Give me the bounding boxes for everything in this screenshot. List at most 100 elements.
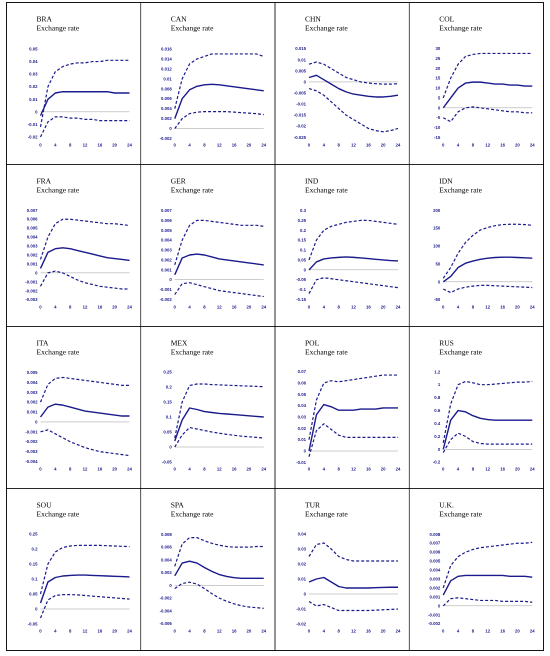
series-line-upper-band [308, 219, 399, 261]
y-tick-label: 0.05 [29, 47, 38, 52]
y-tick-label: -0.05 [296, 277, 306, 282]
y-tick-label: 15 [435, 76, 440, 81]
y-tick-label: 0.04 [29, 59, 38, 64]
x-tick-label: 20 [247, 143, 252, 148]
x-tick-label: 12 [351, 143, 356, 148]
x-tick-label: 8 [472, 305, 475, 310]
y-tick-label: -0.005 [294, 91, 307, 96]
y-tick-label: 0 [169, 277, 172, 282]
x-tick-label: 4 [457, 143, 460, 148]
series-line-upper-band [174, 219, 264, 266]
series-line-lower-band [39, 270, 130, 290]
y-tick-label: -0.002 [160, 136, 173, 141]
x-tick-label: 12 [217, 305, 222, 310]
y-tick-label: 0.008 [429, 532, 440, 537]
x-tick-label: 24 [396, 143, 401, 148]
y-tick-label: -0.002 [160, 297, 173, 302]
y-tick-label: 0.002 [161, 116, 172, 121]
x-tick-label: 24 [261, 143, 266, 148]
chart-subtitle: Exchange rate [171, 510, 214, 519]
chart-title: SPA [171, 501, 185, 510]
x-tick-label: 12 [485, 467, 490, 472]
x-tick-label: 24 [396, 629, 401, 634]
series-line-upper-band [39, 59, 130, 128]
x-tick-label: 8 [337, 629, 340, 634]
y-tick-label: -0.02 [28, 134, 38, 139]
y-tick-label: 0.015 [295, 46, 306, 51]
series-line-response [308, 74, 399, 98]
series-line-upper-band [442, 380, 533, 443]
chart-subtitle: Exchange rate [439, 510, 482, 519]
x-tick-label: 0 [308, 629, 311, 634]
y-tick-label: -0.003 [25, 297, 38, 302]
y-tick-label: 0 [304, 79, 307, 84]
x-tick-label: 16 [232, 143, 237, 148]
y-tick-label: 0 [304, 449, 307, 454]
x-tick-label: 16 [366, 467, 371, 472]
y-tick-label: -0.001 [25, 429, 38, 434]
x-tick-label: 0 [308, 143, 311, 148]
x-tick-label: 12 [217, 629, 222, 634]
y-tick-label: -0.025 [294, 135, 307, 140]
x-tick-label: 16 [500, 305, 505, 310]
x-tick-label: 20 [112, 629, 117, 634]
x-tick-label: 12 [351, 467, 356, 472]
x-tick-label: 12 [217, 467, 222, 472]
x-tick-label: 12 [83, 305, 88, 310]
y-tick-label: 0.15 [163, 400, 172, 405]
y-tick-label: 25 [435, 56, 440, 61]
panel-border [408, 488, 544, 651]
series-line-lower-band [308, 277, 399, 294]
x-tick-label: 20 [381, 143, 386, 148]
y-tick-label: 0 [304, 267, 307, 272]
series-line-response [308, 576, 398, 589]
series-line-lower-band [442, 597, 533, 607]
x-tick-label: 0 [39, 467, 42, 472]
y-tick-label: 0.25 [29, 532, 38, 537]
y-tick-label: 0.014 [161, 56, 172, 61]
chart-title: TUR [305, 501, 320, 510]
x-tick-label: 8 [472, 143, 475, 148]
x-tick-label: 8 [337, 143, 340, 148]
y-tick-label: 0.01 [298, 437, 307, 442]
chart-title: BRA [37, 15, 53, 24]
y-tick-label: 0.02 [298, 426, 307, 431]
x-tick-label: 4 [188, 143, 191, 148]
x-tick-label: 8 [203, 629, 206, 634]
x-tick-label: 24 [127, 305, 132, 310]
y-tick-label: 0 [304, 592, 307, 597]
x-tick-label: 4 [188, 467, 191, 472]
x-tick-label: 8 [472, 629, 475, 634]
chart-title: POL [305, 339, 320, 348]
y-tick-label: -0.01 [296, 460, 306, 465]
x-tick-label: 24 [261, 467, 266, 472]
y-tick-label: -0.006 [160, 621, 173, 626]
x-tick-label: 4 [54, 467, 57, 472]
y-tick-label: 0.03 [298, 415, 307, 420]
x-tick-label: 16 [97, 143, 102, 148]
y-tick-label: 0.2 [32, 547, 39, 552]
y-tick-label: 200 [433, 208, 441, 213]
x-tick-label: 24 [261, 629, 266, 634]
x-tick-label: 4 [54, 629, 57, 634]
y-tick-label: 0.007 [161, 208, 172, 213]
x-tick-label: 4 [457, 629, 460, 634]
y-tick-label: 0.006 [27, 217, 38, 222]
y-tick-label: 0.005 [429, 559, 440, 564]
x-tick-label: 12 [83, 629, 88, 634]
y-tick-label: 0.002 [161, 570, 172, 575]
series-line-response [39, 91, 130, 116]
series-line-response [442, 81, 533, 109]
series-line-response [308, 256, 399, 271]
x-tick-label: 20 [247, 305, 252, 310]
y-tick-label: 0.004 [27, 235, 38, 240]
y-tick-label: 0.005 [295, 68, 306, 73]
series-line-response [174, 253, 264, 276]
y-tick-label: -0.05 [28, 622, 38, 627]
